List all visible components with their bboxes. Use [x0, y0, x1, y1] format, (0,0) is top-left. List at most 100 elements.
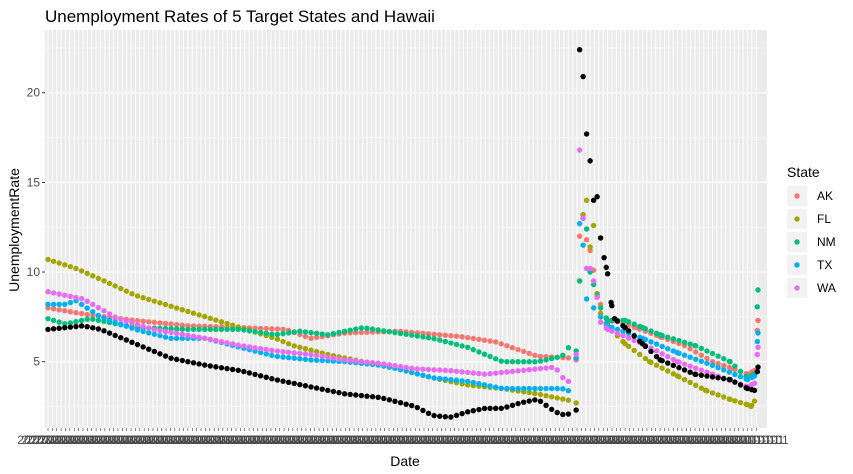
data-point-unlabeled-series	[257, 373, 264, 379]
data-point-nm	[453, 341, 460, 348]
data-point-fl	[693, 382, 699, 389]
data-point-unlabeled-series	[727, 376, 733, 383]
data-point-nm	[397, 330, 404, 337]
data-point-wa	[185, 332, 191, 339]
legend-key-wa	[794, 285, 800, 291]
data-point-unlabeled-series	[319, 386, 325, 392]
data-point-unlabeled-series	[537, 398, 544, 405]
data-point-ak	[302, 333, 309, 340]
data-point-fl	[134, 293, 141, 299]
data-point-nm	[392, 329, 398, 336]
data-point-fl	[179, 307, 186, 313]
data-point-fl	[642, 355, 649, 362]
legend-label-nm: NM	[817, 235, 836, 249]
data-point-wa	[754, 351, 760, 358]
data-point-fl	[560, 396, 566, 402]
data-point-fl	[737, 399, 744, 406]
data-point-fl	[151, 298, 158, 304]
data-point-unlabeled-series	[274, 377, 281, 383]
data-point-ak	[364, 329, 370, 335]
data-point-wa	[476, 370, 482, 377]
data-point-nm	[437, 337, 443, 343]
x-tick-label: 2020-01-01	[263, 433, 325, 447]
data-point-fl	[196, 312, 202, 318]
data-point-unlabeled-series	[190, 360, 197, 366]
data-point-tx	[614, 326, 621, 333]
data-point-ak	[257, 325, 264, 332]
data-point-wa	[112, 314, 118, 320]
x-tick-label: 2020-01-01	[456, 433, 518, 447]
x-tick-label: 2020-01-01	[333, 433, 395, 447]
data-point-unlabeled-series	[157, 351, 163, 357]
data-point-wa	[704, 369, 710, 375]
data-point-unlabeled-series	[45, 326, 51, 333]
x-tick-label: 2020-01-01	[473, 433, 535, 447]
data-point-unlabeled-series	[560, 411, 566, 418]
data-point-nm	[543, 357, 549, 363]
x-tick-label: 2020-01-01	[285, 433, 347, 447]
data-point-fl	[185, 308, 191, 315]
data-point-unlabeled-series	[465, 409, 471, 415]
data-point-nm	[297, 328, 303, 334]
data-point-tx	[754, 338, 760, 345]
data-point-wa	[620, 333, 626, 339]
data-point-nm	[648, 328, 654, 334]
data-point-fl	[297, 344, 303, 351]
data-point-ak	[520, 348, 527, 355]
data-point-ak	[157, 320, 163, 326]
data-point-unlabeled-series	[302, 383, 309, 389]
data-point-nm	[45, 315, 51, 322]
data-point-fl	[526, 389, 532, 396]
data-point-nm	[50, 317, 57, 324]
x-tick-label: 2020-01-01	[705, 433, 767, 447]
x-tick-label: 2020-01-01	[504, 433, 566, 447]
data-point-nm	[693, 343, 699, 349]
data-point-ak	[693, 349, 699, 355]
data-point-tx	[481, 382, 488, 388]
data-point-tx	[90, 309, 96, 315]
data-point-tx	[95, 312, 102, 319]
data-point-unlabeled-series	[78, 323, 85, 329]
x-tick-label: 2020-01-01	[276, 433, 338, 447]
data-point-wa	[431, 367, 437, 373]
data-point-tx	[263, 351, 269, 357]
data-point-wa	[123, 318, 130, 324]
data-point-tx	[737, 374, 744, 380]
data-point-nm	[576, 278, 583, 284]
data-point-nm	[481, 351, 488, 357]
data-point-nm	[498, 358, 504, 364]
data-point-unlabeled-series	[308, 384, 314, 390]
data-point-tx	[140, 328, 146, 335]
x-tick-label: 2020-01-01	[70, 433, 132, 447]
data-point-unlabeled-series	[526, 398, 532, 404]
data-point-wa	[50, 290, 57, 296]
data-point-nm	[95, 317, 102, 323]
data-point-tx	[670, 348, 677, 354]
x-tick-label: 2020-01-01	[74, 433, 136, 447]
data-point-wa	[548, 364, 555, 371]
data-point-nm	[465, 344, 471, 351]
data-point-unlabeled-series	[347, 391, 353, 398]
data-point-unlabeled-series	[453, 412, 460, 419]
data-point-nm	[548, 355, 555, 362]
x-tick-label: 2020-01-01	[508, 433, 570, 447]
data-point-unlabeled-series	[375, 394, 381, 401]
data-point-unlabeled-series	[573, 407, 579, 413]
data-point-wa	[190, 333, 197, 340]
data-point-unlabeled-series	[146, 346, 152, 352]
data-point-nm	[732, 363, 738, 369]
data-point-wa	[146, 325, 152, 331]
data-point-tx	[448, 376, 454, 383]
x-tick-label: 2020-01-01	[315, 433, 377, 447]
data-point-unlabeled-series	[369, 394, 376, 400]
data-point-unlabeled-series	[543, 402, 549, 409]
data-point-ak	[726, 364, 733, 371]
data-point-nm	[526, 358, 532, 365]
x-tick-label: 2020-01-01	[385, 433, 447, 447]
x-tick-label: 2020-01-01	[171, 433, 233, 447]
x-tick-label: 2020-01-01	[122, 433, 184, 447]
data-point-tx	[174, 335, 180, 342]
x-tick-label: 2020-01-01	[482, 433, 544, 447]
data-point-tx	[146, 330, 152, 336]
data-point-tx	[554, 385, 560, 392]
